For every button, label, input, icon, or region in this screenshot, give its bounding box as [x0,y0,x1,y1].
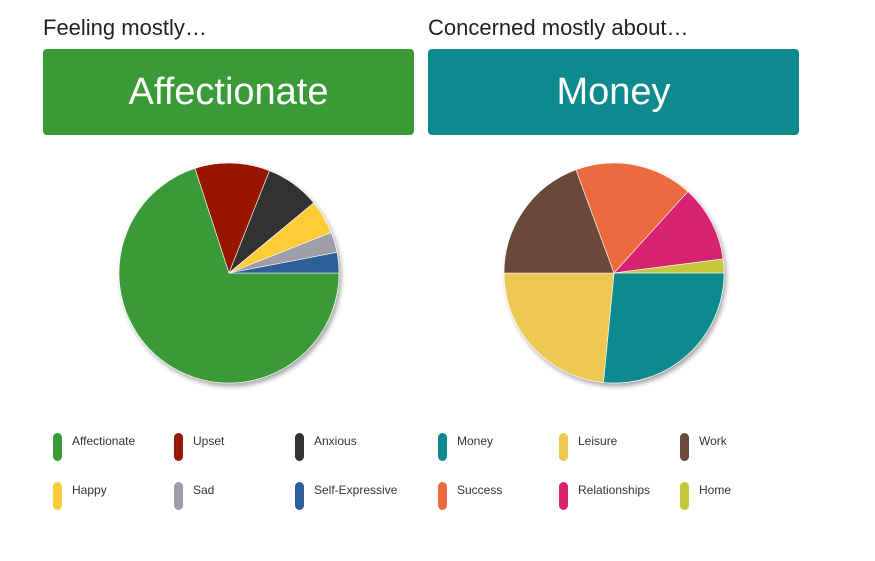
legend-swatch-self-expressive [295,482,304,510]
legend-swatch-money [438,433,447,461]
legend-item-self-expressive[interactable]: Self-Expressive [295,482,397,512]
legend-swatch-happy [53,482,62,510]
feelings-pie-chart [118,162,340,384]
legend-item-home[interactable]: Home [680,482,731,512]
concerns-top-banner: Money [428,49,799,135]
legend-label-home: Home [699,483,732,497]
pie-slice-affectionate[interactable] [118,168,340,384]
legend-item-anxious[interactable]: Anxious [295,433,357,463]
feelings-top-banner: Affectionate [43,49,414,135]
legend-item-upset[interactable]: Upset [174,433,224,463]
legend-label-anxious: Anxious [314,434,357,448]
legend-swatch-leisure [559,433,568,461]
pie-slice-leisure[interactable] [503,272,615,383]
feelings-heading: Feeling mostly… [43,15,207,40]
legend-label-affectionate: Affectionate [72,434,136,448]
legend-item-work[interactable]: Work [680,433,727,463]
legend-item-success[interactable]: Success [438,482,502,512]
pie-slice-relationships[interactable] [613,191,724,274]
pie-slice-upset[interactable] [194,162,270,274]
legend-label-upset: Upset [193,434,225,448]
legend-item-relationships[interactable]: Relationships [559,482,650,512]
legend-swatch-anxious [295,433,304,461]
pie-slice-work[interactable] [503,169,615,274]
pie-slice-home[interactable] [613,258,725,274]
legend-label-self-expressive: Self-Expressive [314,483,398,497]
pie-slice-money[interactable] [603,272,725,384]
legend-item-sad[interactable]: Sad [174,482,214,512]
concerns-heading: Concerned mostly about… [428,15,689,40]
pie-slice-success[interactable] [575,162,689,274]
legend-swatch-home [680,482,689,510]
concerns-pie-chart [503,162,725,384]
legend-swatch-sad [174,482,183,510]
legend-label-leisure: Leisure [578,434,618,448]
legend-label-relationships: Relationships [578,483,651,497]
legend-swatch-work [680,433,689,461]
legend-swatch-affectionate [53,433,62,461]
legend-label-sad: Sad [193,483,215,497]
pie-slice-self-expressive[interactable] [228,252,340,274]
legend-label-happy: Happy [72,483,107,497]
legend-item-leisure[interactable]: Leisure [559,433,617,463]
legend-swatch-relationships [559,482,568,510]
legend-swatch-success [438,482,447,510]
legend-label-work: Work [699,434,727,448]
legend-label-money: Money [457,434,494,448]
pie-charts [118,162,725,384]
legend-item-money[interactable]: Money [438,433,493,463]
legend-swatch-upset [174,433,183,461]
legend-label-success: Success [457,483,503,497]
legend-item-happy[interactable]: Happy [53,482,107,512]
legend-item-affectionate[interactable]: Affectionate [53,433,135,463]
